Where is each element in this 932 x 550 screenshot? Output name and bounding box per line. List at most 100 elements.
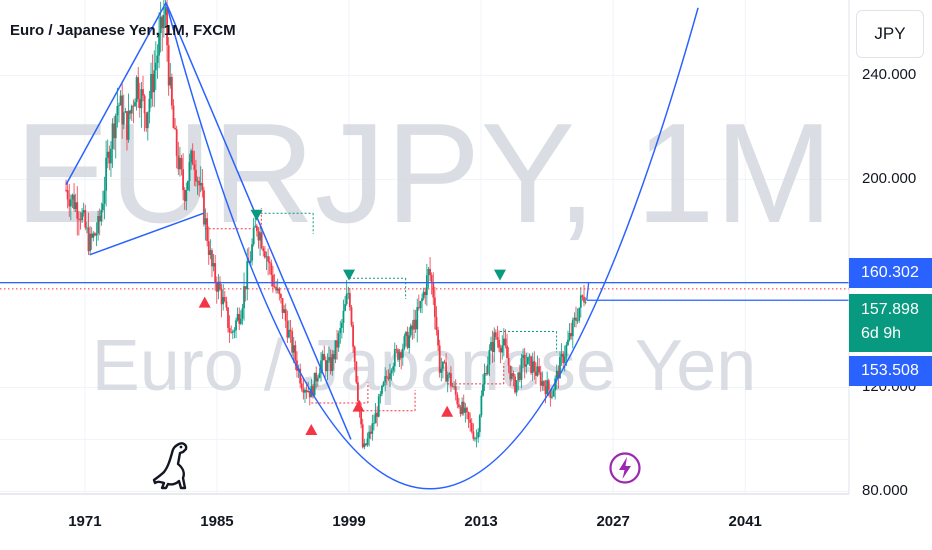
candle-body (544, 386, 547, 395)
candle-body (458, 404, 460, 408)
candle-body (409, 325, 412, 336)
sell-signal-marker (250, 209, 263, 221)
candle-body (207, 241, 210, 255)
candle-body (382, 382, 385, 386)
candle-body (164, 7, 167, 16)
candle-body (283, 309, 286, 313)
candle-body (453, 386, 456, 388)
candle-body (422, 291, 425, 299)
support-levels (204, 208, 558, 412)
candle-body (134, 101, 136, 107)
candle-body (198, 180, 201, 186)
candle-body (421, 298, 423, 302)
candle-body (187, 180, 189, 190)
candle-body (222, 296, 225, 305)
candle-body (535, 371, 537, 376)
candle-body (371, 423, 374, 434)
candle-body (146, 112, 149, 129)
sell-signal-marker (493, 269, 506, 281)
candle-body (368, 431, 371, 439)
candle-body (276, 288, 279, 291)
candle-body (384, 376, 387, 383)
candle-body (464, 407, 467, 413)
candle-body (278, 288, 281, 295)
candle-body (510, 373, 513, 380)
candle-body (175, 129, 178, 156)
candle-body (68, 199, 71, 207)
candle-body (397, 349, 399, 360)
candle-body (334, 340, 337, 360)
candle-body (377, 396, 380, 417)
candle-body (227, 307, 229, 328)
candle-body (475, 437, 478, 439)
candle-body (419, 301, 422, 309)
candle-body (267, 256, 269, 262)
candle-body (514, 376, 516, 393)
candle-body (211, 250, 213, 267)
candle-body (73, 194, 75, 209)
candle-body (217, 281, 220, 292)
x-tick-label: 2027 (596, 513, 630, 530)
candle-body (345, 293, 348, 305)
candle-body (193, 164, 196, 170)
candle-body (355, 361, 358, 383)
candle-body (315, 372, 318, 382)
candle-body (366, 438, 369, 446)
candle-body (259, 232, 261, 241)
candle-body (528, 356, 531, 358)
candle-body (339, 327, 342, 334)
candle-body (169, 76, 172, 86)
currency-button[interactable]: JPY (856, 10, 924, 58)
candle-body (241, 308, 244, 319)
candle-body (122, 112, 125, 125)
candle-body (437, 329, 439, 346)
candle-body (332, 354, 335, 360)
lightning-icon[interactable] (608, 449, 642, 487)
candle-body (108, 151, 111, 164)
x-tick-label: 2041 (728, 513, 762, 530)
candle-body (352, 325, 354, 347)
candle-body (92, 233, 95, 238)
candle-body (158, 33, 160, 56)
upper-price-tag: 160.302 (849, 258, 932, 288)
x-tick-label: 1999 (332, 513, 366, 530)
candle-body (162, 15, 165, 29)
candle-body (579, 295, 582, 308)
candle-body (142, 89, 144, 96)
signal-markers (198, 209, 506, 435)
candle-body (498, 339, 500, 348)
candle-body (552, 390, 555, 397)
candle-body (284, 309, 287, 321)
candle-body (485, 373, 488, 375)
candle-body (228, 327, 231, 333)
candle-body (188, 162, 191, 181)
x-tick-label: 1985 (200, 513, 234, 530)
candle-body (379, 393, 382, 397)
candle-body (389, 373, 391, 380)
candle-body (551, 396, 553, 398)
candle-body (446, 374, 449, 382)
candle-body (273, 286, 276, 288)
candle-body (111, 123, 114, 149)
candle-body (89, 233, 91, 252)
candle-body (520, 358, 523, 380)
candle-body (209, 250, 212, 255)
candle-body (361, 424, 364, 448)
candle-body (533, 361, 536, 372)
candle-body (360, 411, 363, 425)
candle-body (199, 183, 202, 186)
candle-body (113, 123, 116, 139)
candle-body (76, 202, 79, 219)
candle-body (119, 95, 122, 106)
candle-body (323, 353, 326, 361)
candle-body (289, 329, 292, 332)
candle-body (562, 353, 565, 364)
candle-body (406, 331, 409, 348)
candle-body (215, 282, 218, 292)
candle-body (531, 361, 534, 373)
candle-body (395, 349, 398, 350)
candle-body (543, 381, 545, 387)
candle-body (456, 394, 459, 405)
candle-body (137, 77, 140, 100)
